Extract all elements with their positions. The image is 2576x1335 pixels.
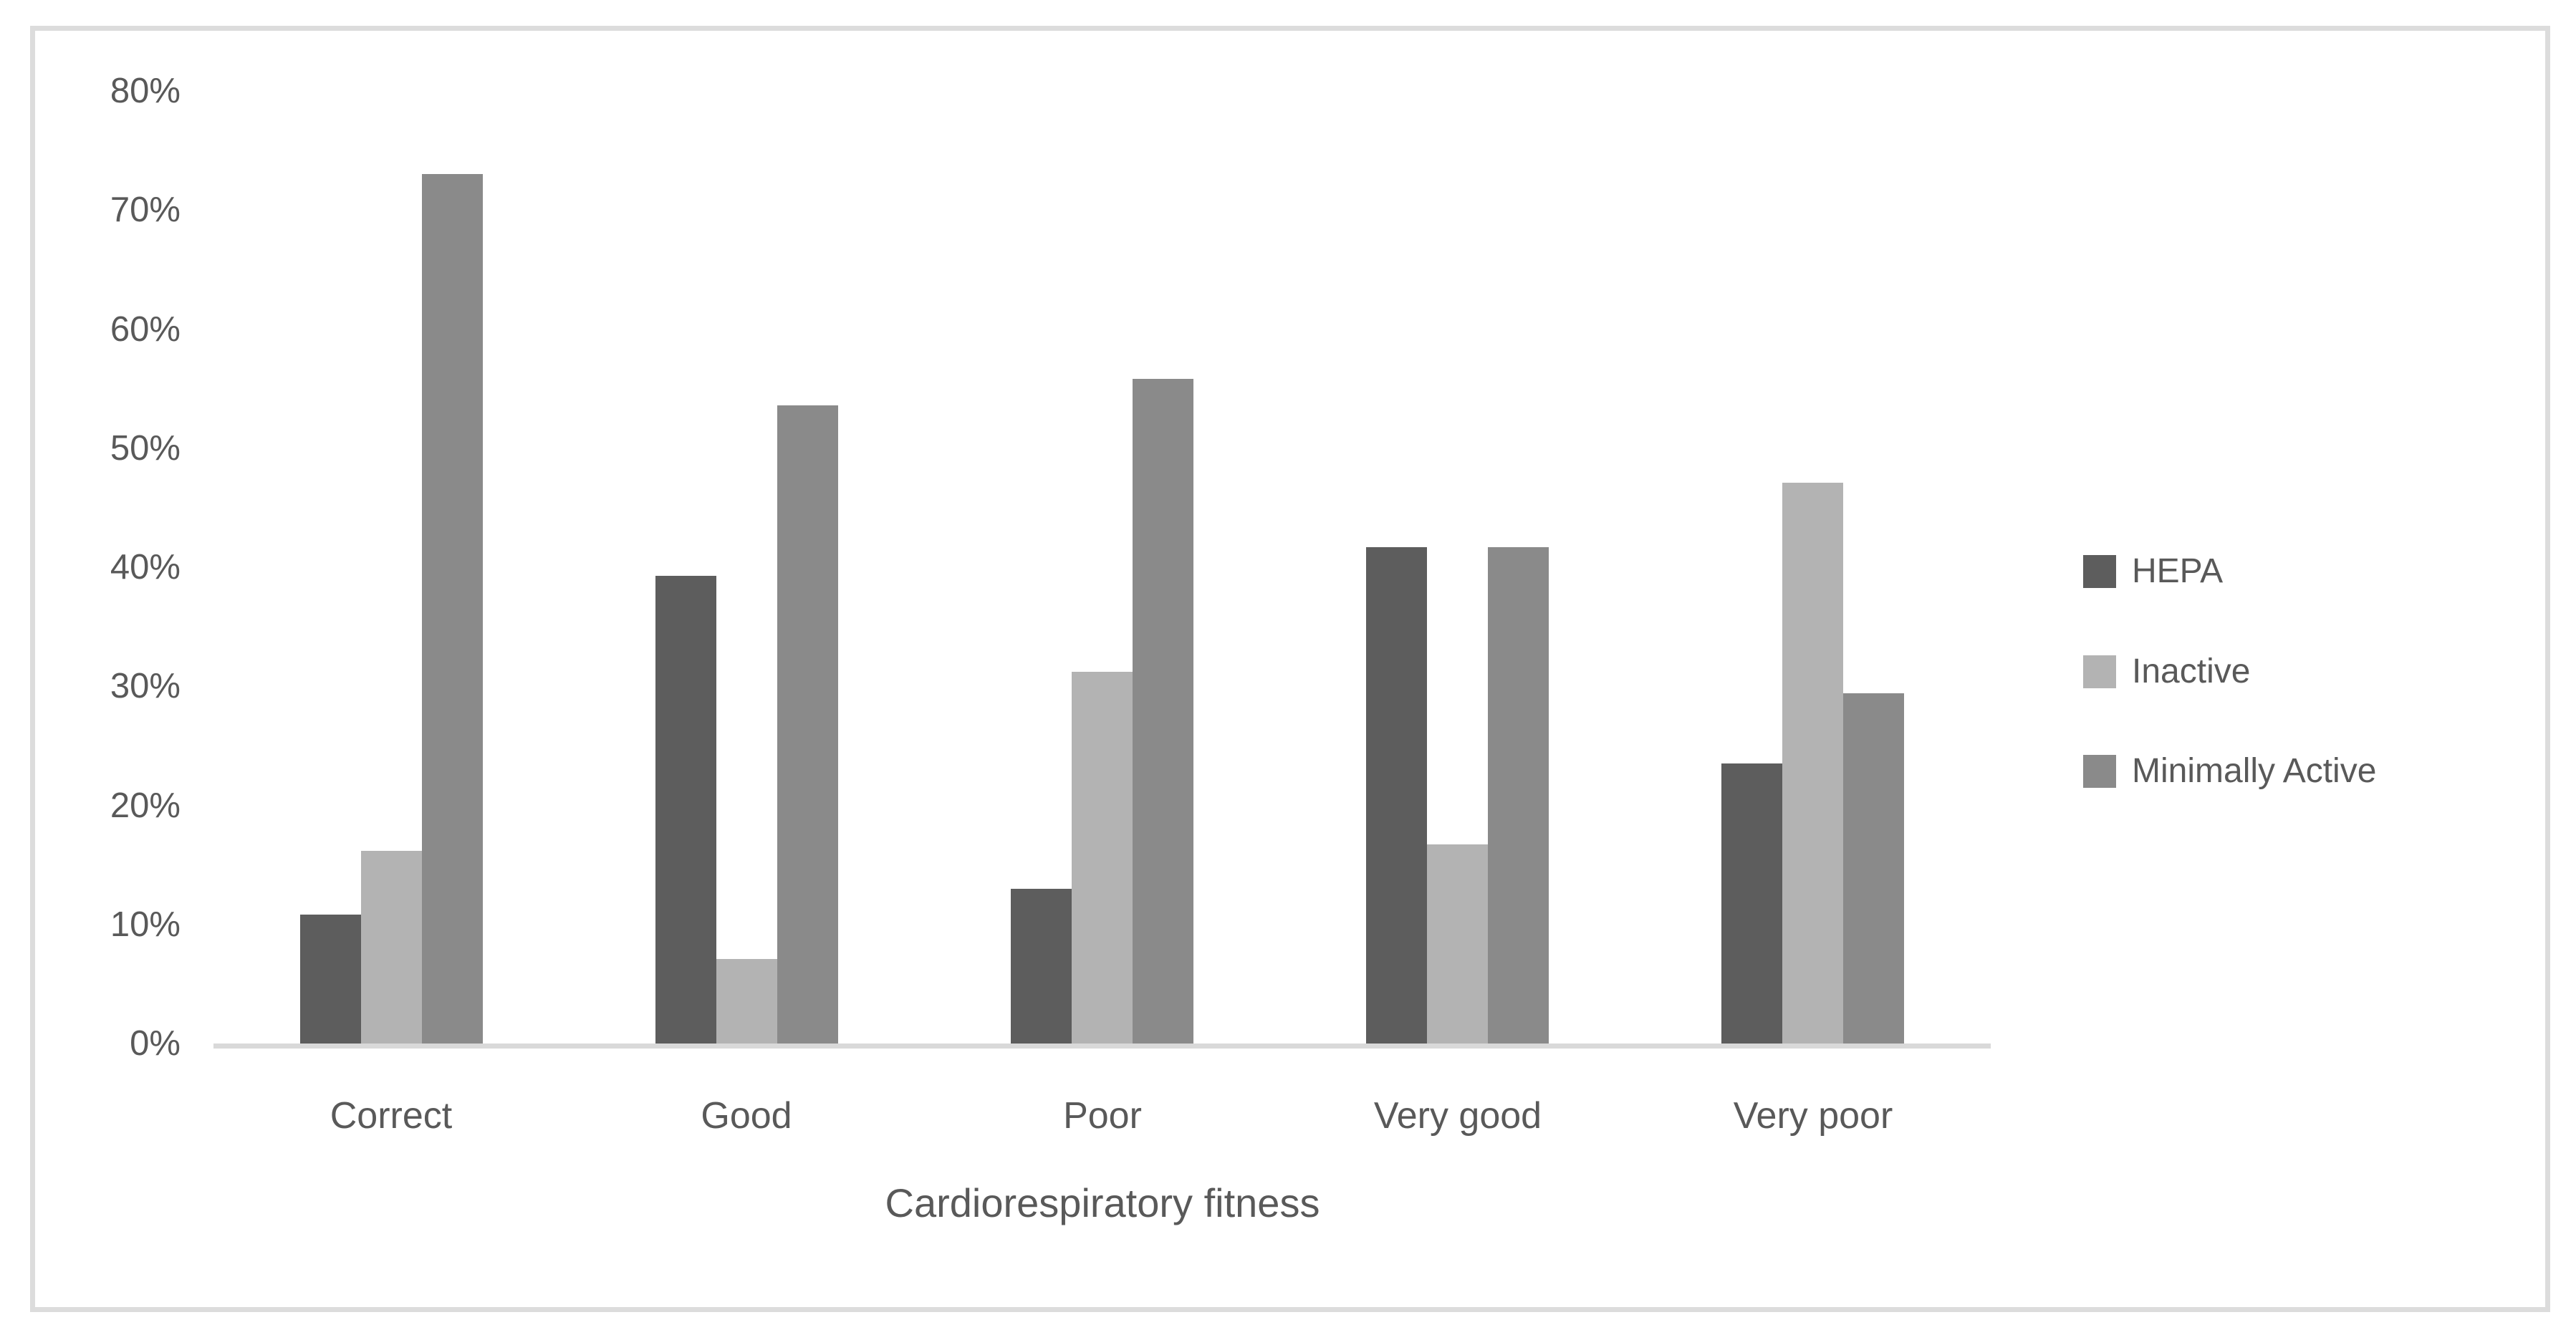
x-axis-line xyxy=(213,1044,1991,1049)
y-axis-tick-label: 60% xyxy=(110,310,181,349)
bar-hepa-very-poor xyxy=(1721,763,1782,1044)
legend-item-hepa: HEPA xyxy=(2083,553,2223,590)
legend-item-minimally-active: Minimally Active xyxy=(2083,753,2376,790)
x-axis-category-label: Very poor xyxy=(1733,1095,1893,1137)
bar-minimally-active-very-good xyxy=(1488,547,1549,1044)
y-axis-tick-label: 30% xyxy=(110,667,181,705)
bar-hepa-very-good xyxy=(1366,547,1427,1044)
legend-label: Inactive xyxy=(2132,652,2251,690)
legend-swatch-hepa xyxy=(2083,555,2116,588)
legend-label: HEPA xyxy=(2132,552,2224,590)
x-axis-category-label: Correct xyxy=(330,1095,453,1137)
bar-hepa-correct xyxy=(300,915,361,1044)
bar-inactive-very-good xyxy=(1427,844,1488,1044)
bar-inactive-poor xyxy=(1072,672,1133,1044)
y-axis-tick-label: 70% xyxy=(110,191,181,229)
y-axis-tick-label: 0% xyxy=(130,1024,181,1063)
legend-item-inactive: Inactive xyxy=(2083,653,2250,690)
bar-inactive-good xyxy=(716,959,777,1044)
legend-label: Minimally Active xyxy=(2132,752,2377,790)
bar-inactive-very-poor xyxy=(1782,483,1843,1044)
bar-hepa-good xyxy=(655,576,716,1044)
y-axis-tick-label: 10% xyxy=(110,905,181,944)
y-axis-tick-label: 80% xyxy=(110,72,181,110)
bar-minimally-active-correct xyxy=(422,174,483,1044)
x-axis-category-label: Poor xyxy=(1063,1095,1142,1137)
y-axis-tick-label: 50% xyxy=(110,429,181,468)
x-axis-category-label: Very good xyxy=(1373,1095,1542,1137)
bar-minimally-active-good xyxy=(777,405,838,1044)
bar-hepa-poor xyxy=(1011,889,1072,1044)
y-axis-tick-label: 20% xyxy=(110,786,181,825)
y-axis-tick-label: 40% xyxy=(110,548,181,587)
bar-minimally-active-poor xyxy=(1133,379,1193,1044)
x-axis-title: Cardiorespiratory fitness xyxy=(885,1180,1320,1225)
bar-inactive-correct xyxy=(361,851,422,1044)
x-axis-category-label: Good xyxy=(701,1095,792,1137)
legend-swatch-inactive xyxy=(2083,655,2116,688)
legend-swatch-minimally-active xyxy=(2083,755,2116,788)
bar-minimally-active-very-poor xyxy=(1843,693,1904,1044)
